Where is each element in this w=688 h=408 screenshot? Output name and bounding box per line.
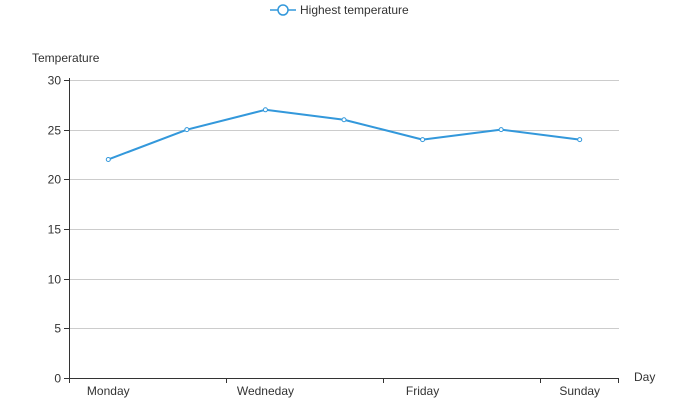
legend-label: Highest temperature (300, 3, 409, 17)
x-tick-label: Wedneday (237, 384, 294, 398)
y-tick-label: 10 (48, 273, 62, 287)
data-point[interactable] (184, 127, 190, 133)
x-tick-label: Sunday (559, 384, 600, 398)
data-point[interactable] (341, 117, 347, 123)
y-tick-label: 20 (48, 173, 62, 187)
data-point[interactable] (420, 137, 426, 143)
x-tick-label: Friday (406, 384, 439, 398)
y-tick-label: 30 (48, 74, 62, 88)
y-tick-label: 15 (48, 223, 62, 237)
grid-lines (69, 80, 619, 329)
data-point[interactable] (262, 107, 268, 113)
data-point[interactable] (577, 137, 583, 143)
x-tick-label: Monday (87, 384, 130, 398)
y-axis-title: Temperature (32, 51, 100, 65)
y-tick-label: 0 (54, 372, 61, 386)
y-tick-label: 5 (54, 322, 61, 336)
x-axis-title: Day (634, 370, 655, 384)
y-tick-label: 25 (48, 124, 62, 138)
x-axis-ticks: Monday Wedneday Friday Sunday (69, 378, 619, 398)
legend[interactable]: Highest temperature (270, 3, 409, 17)
legend-circle-marker (277, 4, 289, 16)
data-point[interactable] (498, 127, 504, 133)
axes (69, 78, 619, 379)
data-point[interactable] (105, 156, 111, 162)
y-axis-ticks: 0 5 10 15 20 25 30 (48, 74, 69, 386)
series-layer (105, 107, 583, 162)
